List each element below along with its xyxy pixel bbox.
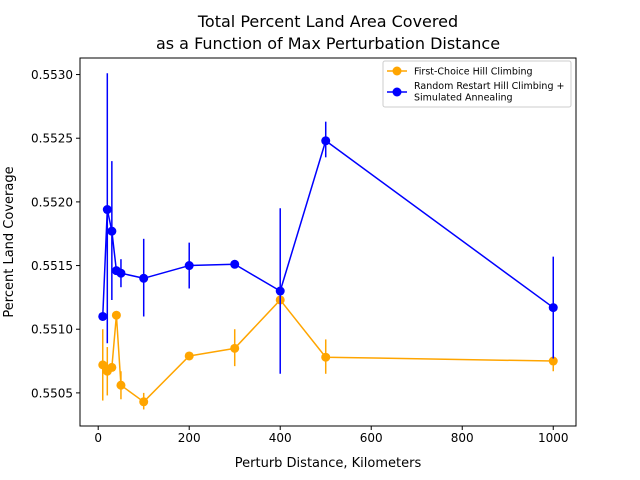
series-1	[98, 73, 558, 374]
legend-label-first-choice: First-Choice Hill Climbing	[414, 67, 533, 78]
series-0-point-0	[98, 360, 108, 370]
series-0-point-4	[116, 380, 126, 390]
chart-title-line-2: as a Function of Max Perturbation Distan…	[156, 34, 500, 53]
series-1-point-0	[98, 311, 108, 321]
series-0-point-7	[230, 343, 240, 353]
series-1-point-10	[548, 303, 558, 313]
legend-marker-first-choice	[392, 66, 402, 76]
y-tick-label-4: 0.5525	[31, 132, 73, 146]
y-tick-label-1: 0.5510	[31, 323, 73, 337]
axes-layer: 0 200 400 600 800 1000 0.5505 0.5510 0.5515 0.552…	[31, 57, 577, 445]
series-1-point-2	[107, 226, 117, 236]
y-tick-label-2: 0.5515	[31, 259, 73, 273]
series-0-point-6	[184, 351, 194, 361]
x-axis-label: Perturb Distance, Kilometers	[235, 456, 422, 471]
x-tick-label-1: 200	[178, 431, 201, 445]
legend-label-random-restart-line-1: Random Restart Hill Climbing +	[414, 81, 564, 92]
x-tick-label-4: 800	[451, 431, 474, 445]
y-tick-label-0: 0.5505	[31, 386, 73, 400]
series-layer	[98, 73, 558, 410]
series-1-point-8	[275, 286, 285, 296]
chart-title-line-1: Total Percent Land Area Covered	[197, 12, 458, 31]
y-axis-label: Percent Land Coverage	[2, 166, 17, 317]
series-1-point-1	[102, 205, 112, 215]
series-1-point-7	[230, 259, 240, 269]
series-1-point-9	[321, 136, 331, 146]
legend-frame	[382, 60, 572, 108]
series-1-point-6	[184, 261, 194, 271]
x-tick-label-3: 600	[360, 431, 383, 445]
x-tick-label-0: 0	[94, 431, 102, 445]
series-0-point-9	[321, 352, 331, 362]
legend-label-random-restart-line-2: Simulated Annealing	[414, 93, 513, 104]
legend: First-Choice Hill Climbing Random Restar…	[382, 60, 572, 108]
y-tick-label-3: 0.5520	[31, 195, 73, 209]
x-tick-label-5: 1000	[538, 431, 569, 445]
series-0-point-10	[548, 356, 558, 366]
series-0-point-3	[111, 310, 121, 320]
y-tick-label-5: 0.5530	[31, 68, 73, 82]
legend-marker-random-restart	[392, 87, 402, 97]
series-1-point-5	[139, 273, 149, 283]
series-1-point-4	[116, 268, 126, 278]
plot-frame	[79, 57, 577, 427]
series-0-point-2	[107, 362, 117, 372]
series-0-point-5	[139, 397, 149, 407]
x-tick-label-2: 400	[269, 431, 292, 445]
